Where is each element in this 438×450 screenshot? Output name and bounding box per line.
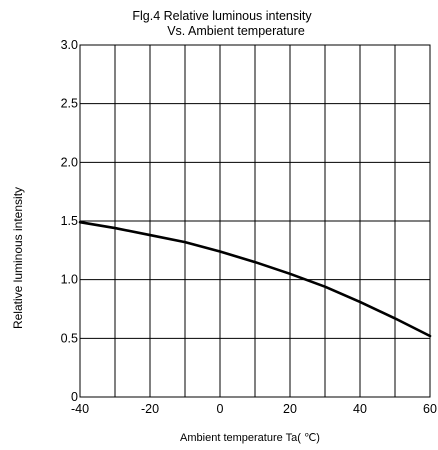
x-tick-label: -40 bbox=[71, 402, 89, 416]
y-tick-label: 3.0 bbox=[61, 38, 78, 52]
chart-title-line-1: Flg.4 Relative luminous intensity bbox=[132, 9, 312, 23]
x-tick-label: 0 bbox=[217, 402, 224, 416]
x-tick-label: -20 bbox=[141, 402, 159, 416]
series-group bbox=[78, 220, 432, 338]
y-tick-label: 2.5 bbox=[61, 97, 78, 111]
x-tick-label: 40 bbox=[353, 402, 367, 416]
x-axis-label: Ambient temperature Ta( ℃) bbox=[180, 432, 320, 444]
x-tick-label: 60 bbox=[423, 402, 437, 416]
y-tick-labels: 0 0.5 1.0 1.5 2.0 2.5 3.0 bbox=[61, 38, 78, 404]
y-tick-label: 0.5 bbox=[61, 331, 78, 345]
y-tick-label: 2.0 bbox=[61, 155, 78, 169]
grid bbox=[79, 44, 431, 398]
y-tick-label: 1.0 bbox=[61, 273, 78, 287]
series-line bbox=[78, 220, 432, 338]
chart-title-line-2: Vs. Ambient temperature bbox=[167, 24, 305, 38]
y-axis-label: Relative luminous intensity bbox=[11, 187, 25, 329]
y-tick-label: 1.5 bbox=[61, 214, 78, 228]
y-tick-label: 0 bbox=[71, 390, 78, 404]
x-tick-label: 20 bbox=[283, 402, 297, 416]
x-tick-labels: -40 -20 0 20 40 60 bbox=[71, 402, 437, 416]
